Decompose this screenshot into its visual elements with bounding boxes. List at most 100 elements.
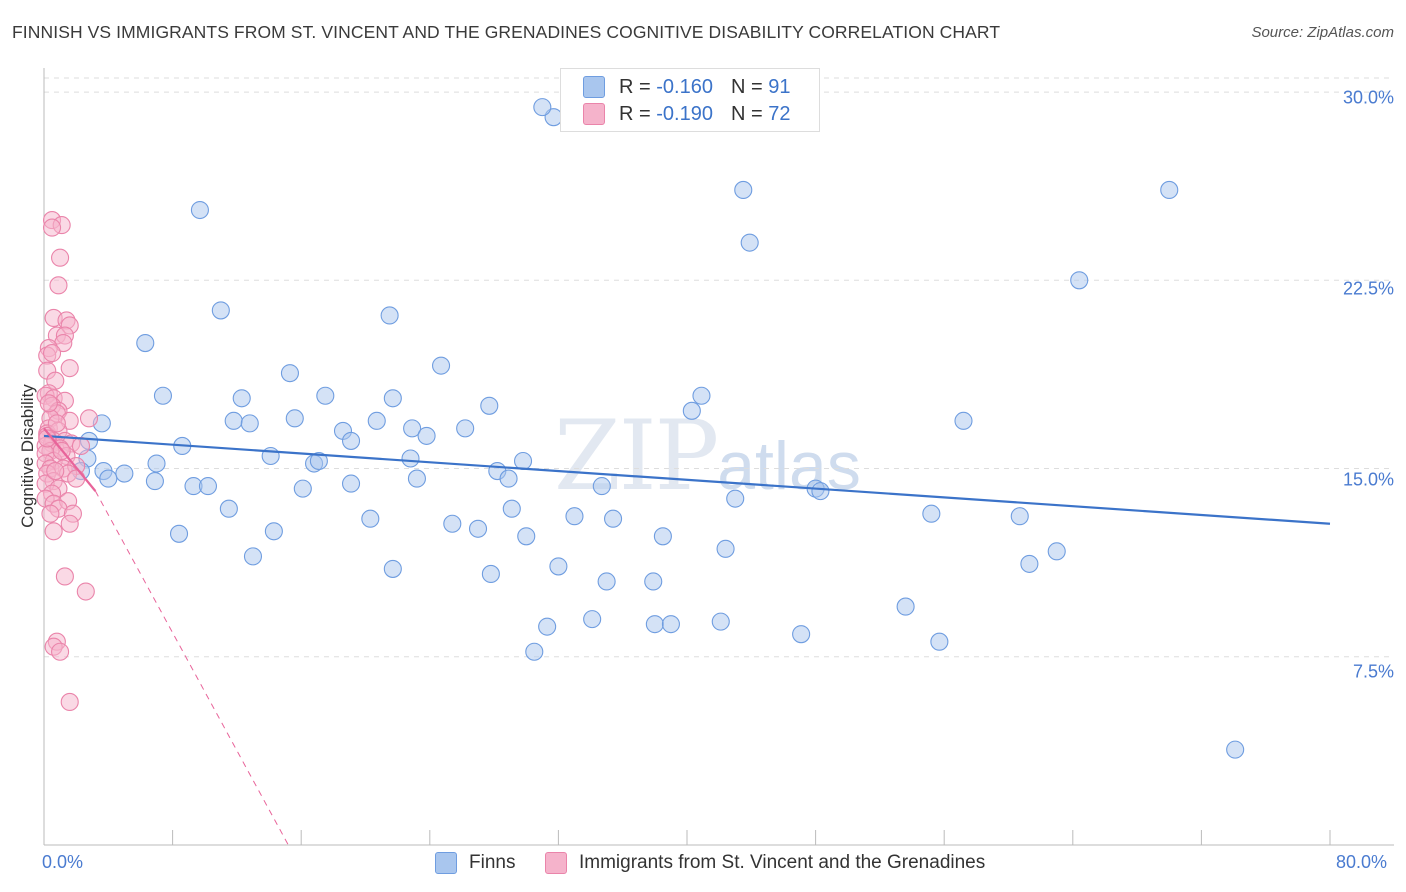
- immigrants-trend-extension: [95, 490, 289, 846]
- immigrants-point-69: [39, 394, 58, 413]
- finns-point-43: [145, 472, 164, 491]
- finns-point-75: [645, 615, 664, 634]
- immigrants-r-label: R =: [619, 102, 651, 125]
- finns-point-80: [896, 597, 915, 616]
- finns-point-62: [264, 522, 283, 541]
- legend-item-immigrants[interactable]: Immigrants from St. Vincent and the Gren…: [545, 852, 985, 874]
- finns-point-28: [954, 411, 973, 430]
- finns-point-37: [401, 449, 420, 468]
- finns-point-4: [190, 200, 209, 220]
- immigrants-point-60: [55, 567, 74, 586]
- immigrants-point-71: [67, 469, 86, 488]
- legend-finns-label: Finns: [469, 852, 516, 873]
- finns-point-78: [538, 617, 557, 636]
- immigrants-point-66: [38, 429, 57, 448]
- immigrants-point-56: [41, 504, 60, 523]
- watermark-atlas: atlas: [717, 428, 861, 504]
- finns-point-17: [480, 396, 499, 415]
- finns-point-82: [525, 642, 544, 661]
- finns-point-87: [533, 98, 552, 117]
- finns-point-64: [653, 527, 672, 546]
- finns-point-45: [198, 477, 218, 496]
- finns-point-19: [224, 411, 243, 430]
- finns-point-89: [922, 504, 941, 523]
- finns-point-3: [1160, 180, 1179, 200]
- finns-r-value: -0.160: [656, 75, 713, 98]
- immigrants-point-14: [60, 359, 79, 378]
- finns-point-5: [740, 233, 759, 252]
- x-tick-label-max: 80.0%: [1336, 852, 1388, 872]
- finns-point-56: [468, 519, 488, 538]
- finns-point-54: [361, 509, 380, 528]
- finns-point-41: [115, 464, 134, 483]
- legend-immigrants-swatch: [545, 852, 567, 874]
- immigrants-swatch: [583, 103, 605, 125]
- finns-point-79: [661, 615, 680, 634]
- immigrants-point-2: [42, 218, 62, 237]
- y-tick-label-22-5: 22.5%: [1342, 278, 1394, 299]
- finns-point-21: [285, 409, 304, 428]
- finns-point-67: [243, 547, 263, 566]
- finns-point-42: [99, 469, 118, 488]
- finns-point-36: [309, 451, 328, 471]
- finns-point-60: [726, 489, 745, 508]
- finns-r-label: R =: [619, 75, 651, 98]
- immigrants-point-65: [60, 692, 79, 711]
- finns-point-69: [481, 564, 500, 583]
- finns-point-38: [513, 451, 533, 471]
- immigrants-r-value: -0.190: [656, 102, 713, 125]
- finns-point-58: [565, 507, 584, 526]
- immigrants-n-label: N =: [730, 102, 763, 125]
- immigrants-point-13: [42, 344, 62, 363]
- legend-item-finns[interactable]: Finns: [435, 852, 515, 874]
- finns-point-14: [316, 386, 335, 405]
- finns-point-53: [219, 499, 238, 518]
- chart-title: FINNISH VS IMMIGRANTS FROM ST. VINCENT A…: [12, 22, 1001, 42]
- stats-legend: R = -0.160 N = 91 R = -0.190 N = 72: [560, 68, 820, 132]
- finns-point-68: [383, 559, 402, 578]
- immigrants-point-64: [51, 642, 70, 661]
- finns-point-16: [692, 386, 711, 405]
- finns-point-73: [1020, 554, 1039, 573]
- legend-row-finns: R = -0.160 N = 91: [583, 75, 790, 99]
- finns-point-29: [341, 431, 361, 450]
- finns-point-65: [716, 539, 735, 558]
- immigrants-n-value: 72: [768, 102, 791, 125]
- finns-point-23: [403, 419, 422, 438]
- finns-point-47: [341, 474, 361, 493]
- finns-point-50: [499, 469, 518, 488]
- finns-n-value: 91: [768, 75, 791, 98]
- finns-point-66: [1010, 507, 1029, 526]
- finns-point-22: [367, 411, 386, 430]
- y-axis-label: Cognitive Disability: [18, 384, 37, 528]
- finns-trend-line: [43, 434, 1331, 525]
- legend-row-immigrants: R = -0.190 N = 72: [583, 102, 790, 126]
- finns-point-11: [280, 364, 299, 383]
- finns-point-24: [456, 419, 475, 438]
- immigrants-point-4: [49, 276, 68, 295]
- immigrants-point-58: [60, 514, 79, 533]
- finns-n-label: N =: [730, 75, 763, 98]
- finns-point-51: [592, 477, 611, 496]
- finns-point-61: [169, 524, 189, 543]
- finns-point-10: [432, 356, 451, 375]
- source-label: Source: ZipAtlas.com: [1251, 24, 1394, 41]
- finns-point-71: [597, 572, 616, 591]
- immigrants-point-3: [51, 248, 70, 267]
- legend-finns-swatch: [435, 852, 457, 874]
- finns-point-74: [583, 610, 602, 629]
- finns-point-76: [711, 612, 730, 631]
- finns-point-70: [549, 557, 568, 576]
- immigrants-point-61: [76, 582, 95, 601]
- x-tick-label-min: 0.0%: [42, 852, 84, 872]
- finns-point-81: [930, 632, 949, 651]
- finns-point-20: [240, 414, 259, 433]
- finns-point-7: [211, 301, 230, 320]
- finns-point-57: [502, 499, 521, 518]
- finns-point-77: [792, 625, 811, 644]
- finns-point-13: [232, 389, 251, 408]
- finns-point-26: [417, 426, 436, 445]
- finns-point-55: [443, 514, 462, 533]
- immigrants-point-26: [79, 409, 99, 428]
